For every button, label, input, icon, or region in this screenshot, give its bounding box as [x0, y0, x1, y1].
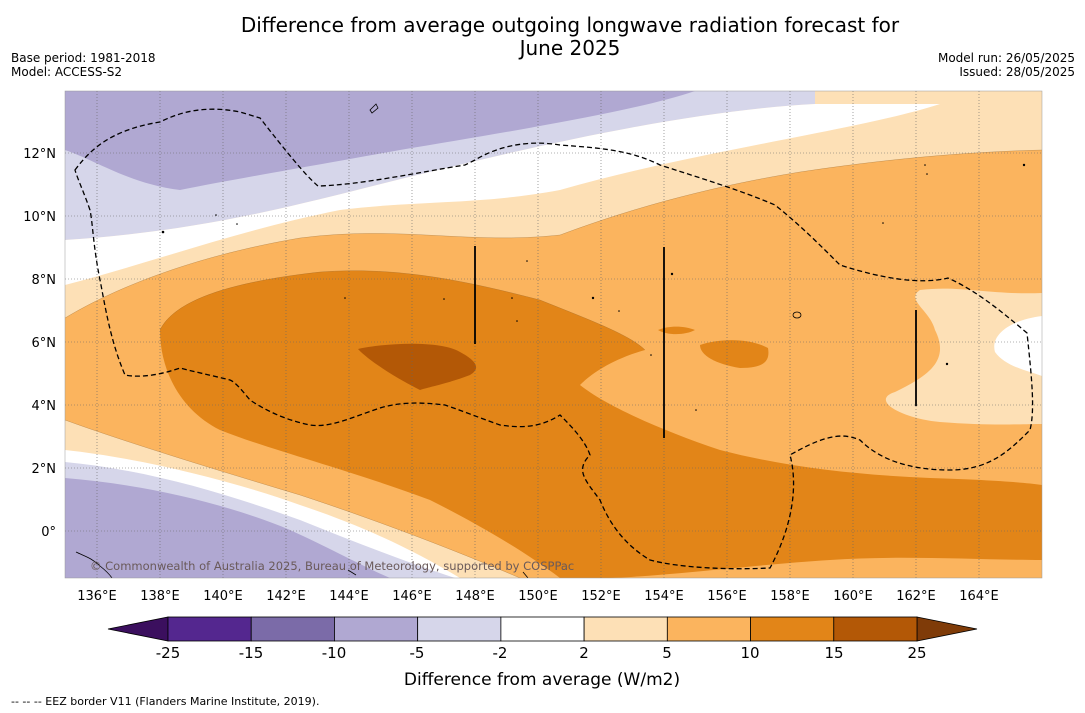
band-minus10-north [65, 91, 695, 190]
lon-tick: 160°E [833, 589, 873, 604]
colorbar-boxes [167, 616, 918, 642]
footnote: -- -- -- EEZ border V11 (Flanders Marine… [11, 695, 320, 708]
colorbar-box [417, 616, 502, 642]
colorbar-box [334, 616, 419, 642]
band-neutral-north [65, 104, 940, 285]
colorbar-label: 10 [740, 644, 759, 662]
copyright-text: © Commonwealth of Australia 2025, Bureau… [90, 559, 574, 573]
chart-title: Difference from average outgoing longwav… [170, 14, 970, 60]
lon-tick: 146°E [392, 589, 432, 604]
colorbar-label: -25 [156, 644, 181, 662]
lon-tick: 140°E [203, 589, 243, 604]
band-minus10-south [65, 478, 390, 578]
map-frame [64, 90, 1043, 579]
lat-tick: 4°N [32, 399, 57, 414]
colorbar-box [750, 616, 835, 642]
colorbar-box [666, 616, 751, 642]
lon-tick: 164°E [959, 589, 999, 604]
lon-tick: 162°E [896, 589, 936, 604]
colorbar-title: Difference from average (W/m2) [404, 670, 680, 690]
lat-tick: 8°N [32, 273, 57, 288]
lon-tick: 156°E [707, 589, 747, 604]
colorbar-box [167, 616, 252, 642]
lon-tick: 154°E [644, 589, 684, 604]
colorbar-label: 25 [907, 644, 926, 662]
lon-tick: 158°E [770, 589, 810, 604]
model-name: Model: ACCESS-S2 [11, 65, 123, 79]
colorbar-label: -2 [493, 644, 508, 662]
issued-date: Issued: 28/05/2025 [959, 65, 1075, 79]
lon-tick: 152°E [581, 589, 621, 604]
islands [75, 103, 802, 578]
model-run: Model run: 26/05/2025 [937, 51, 1075, 65]
colorbar-label: 5 [662, 644, 672, 662]
lon-tick: 144°E [329, 589, 369, 604]
run-info: Model run: 26/05/2025 Issued: 28/05/2025 [938, 51, 1075, 79]
base-info: Base period: 1981-2018 Model: ACCESS-S2 [11, 51, 156, 79]
colorbar: -25 -15 -10 -5 -2 2 5 10 15 25 Differenc… [107, 616, 978, 690]
colorbar-under-arrow [107, 616, 169, 642]
colorbar-label: -10 [322, 644, 347, 662]
lon-axis: 136°E 138°E 140°E 142°E 144°E 146°E 148°… [77, 589, 999, 604]
colorbar-box [500, 616, 585, 642]
colorbar-labels: -25 -15 -10 -5 -2 2 5 10 15 25 [156, 644, 927, 662]
colorbar-label: 15 [824, 644, 843, 662]
band-plus10-blob-b [658, 326, 695, 335]
lon-tick: 138°E [140, 589, 180, 604]
base-period: Base period: 1981-2018 [11, 51, 156, 65]
lon-tick: 148°E [455, 589, 495, 604]
lon-tick: 136°E [77, 589, 117, 604]
contour-field [65, 91, 1042, 578]
colorbar-box [583, 616, 668, 642]
lat-tick: 0° [41, 525, 56, 540]
lon-tick: 150°E [518, 589, 558, 604]
colorbar-label: -15 [239, 644, 264, 662]
title-line-1: Difference from average outgoing longwav… [240, 13, 900, 37]
colorbar-label: 2 [579, 644, 589, 662]
island-dots [161, 163, 1026, 411]
band-plus15 [358, 343, 477, 390]
colorbar-label: -5 [410, 644, 425, 662]
lon-tick: 142°E [266, 589, 306, 604]
band-plus10-blob-a [700, 340, 769, 368]
colorbar-box [250, 616, 335, 642]
lat-tick: 10°N [23, 210, 56, 225]
colorbar-over-arrow [916, 616, 978, 642]
lat-tick: 2°N [32, 462, 57, 477]
eez-segments [474, 246, 917, 438]
lat-tick: 12°N [23, 147, 56, 162]
title-line-2: June 2025 [519, 36, 621, 60]
lat-axis: 12°N 10°N 8°N 6°N 4°N 2°N 0° [23, 147, 56, 540]
lat-tick: 6°N [32, 336, 57, 351]
colorbar-box [833, 616, 918, 642]
